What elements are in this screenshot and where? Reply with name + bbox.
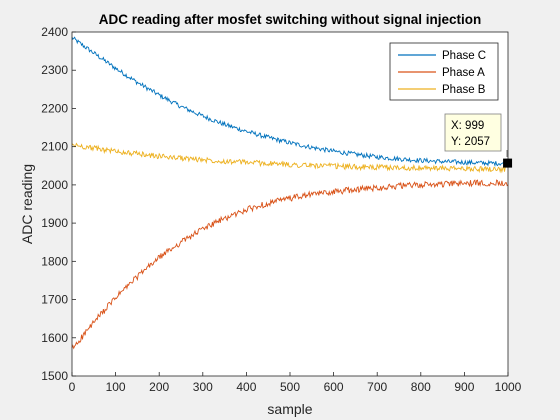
x-tick-label: 600 xyxy=(324,380,344,394)
datatip[interactable]: X: 999 Y: 2057 xyxy=(444,113,513,168)
x-tick-label: 800 xyxy=(411,380,431,394)
y-tick-label: 2200 xyxy=(41,101,68,115)
datatip-marker[interactable] xyxy=(503,158,513,168)
x-axis-label: sample xyxy=(267,401,312,417)
series-line-phase-c[interactable] xyxy=(71,36,509,168)
x-axis: 0 100 200 300 400 500 600 700 800 900 1000 xyxy=(69,372,522,394)
chart-title: ADC reading after mosfet switching witho… xyxy=(99,12,482,27)
y-tick-label: 1500 xyxy=(41,369,68,383)
x-tick-label: 700 xyxy=(367,380,387,394)
series-line-phase-b[interactable] xyxy=(71,142,509,174)
legend-label-phase-b: Phase B xyxy=(442,84,486,96)
legend-label-phase-a: Phase A xyxy=(442,67,485,79)
x-tick-label: 400 xyxy=(236,380,256,394)
legend-label-phase-c: Phase C xyxy=(442,50,486,62)
legend[interactable]: Phase C Phase A Phase B xyxy=(389,42,499,101)
x-tick-label: 100 xyxy=(106,380,126,394)
x-tick-label: 1000 xyxy=(495,380,522,394)
plot-frame xyxy=(71,31,509,377)
x-tick-label: 200 xyxy=(149,380,169,394)
datatip-box xyxy=(444,113,502,152)
y-tick-label: 2100 xyxy=(41,140,68,154)
y-tick-label: 2400 xyxy=(41,25,68,39)
series-line-phase-a[interactable] xyxy=(71,179,509,350)
y-tick-label: 1800 xyxy=(41,254,68,268)
y-tick-label: 2300 xyxy=(41,63,68,77)
x-tick-label: 0 xyxy=(69,380,76,394)
y-axis: 1500 1600 1700 1800 1900 2000 2100 2200 2300 2400 xyxy=(41,25,76,383)
datatip-x-label: X: 999 xyxy=(451,120,484,132)
datatip-y-label: Y: 2057 xyxy=(451,136,490,148)
y-tick-label: 2000 xyxy=(41,178,68,192)
y-tick-label: 1600 xyxy=(41,331,68,345)
y-tick-label: 1900 xyxy=(41,216,68,230)
x-tick-label: 500 xyxy=(280,380,300,394)
x-tick-label: 300 xyxy=(193,380,213,394)
y-axis-label: ADC reading xyxy=(19,164,35,244)
series-layer xyxy=(71,36,509,350)
y-tick-label: 1700 xyxy=(41,293,68,307)
x-tick-label: 900 xyxy=(454,380,474,394)
